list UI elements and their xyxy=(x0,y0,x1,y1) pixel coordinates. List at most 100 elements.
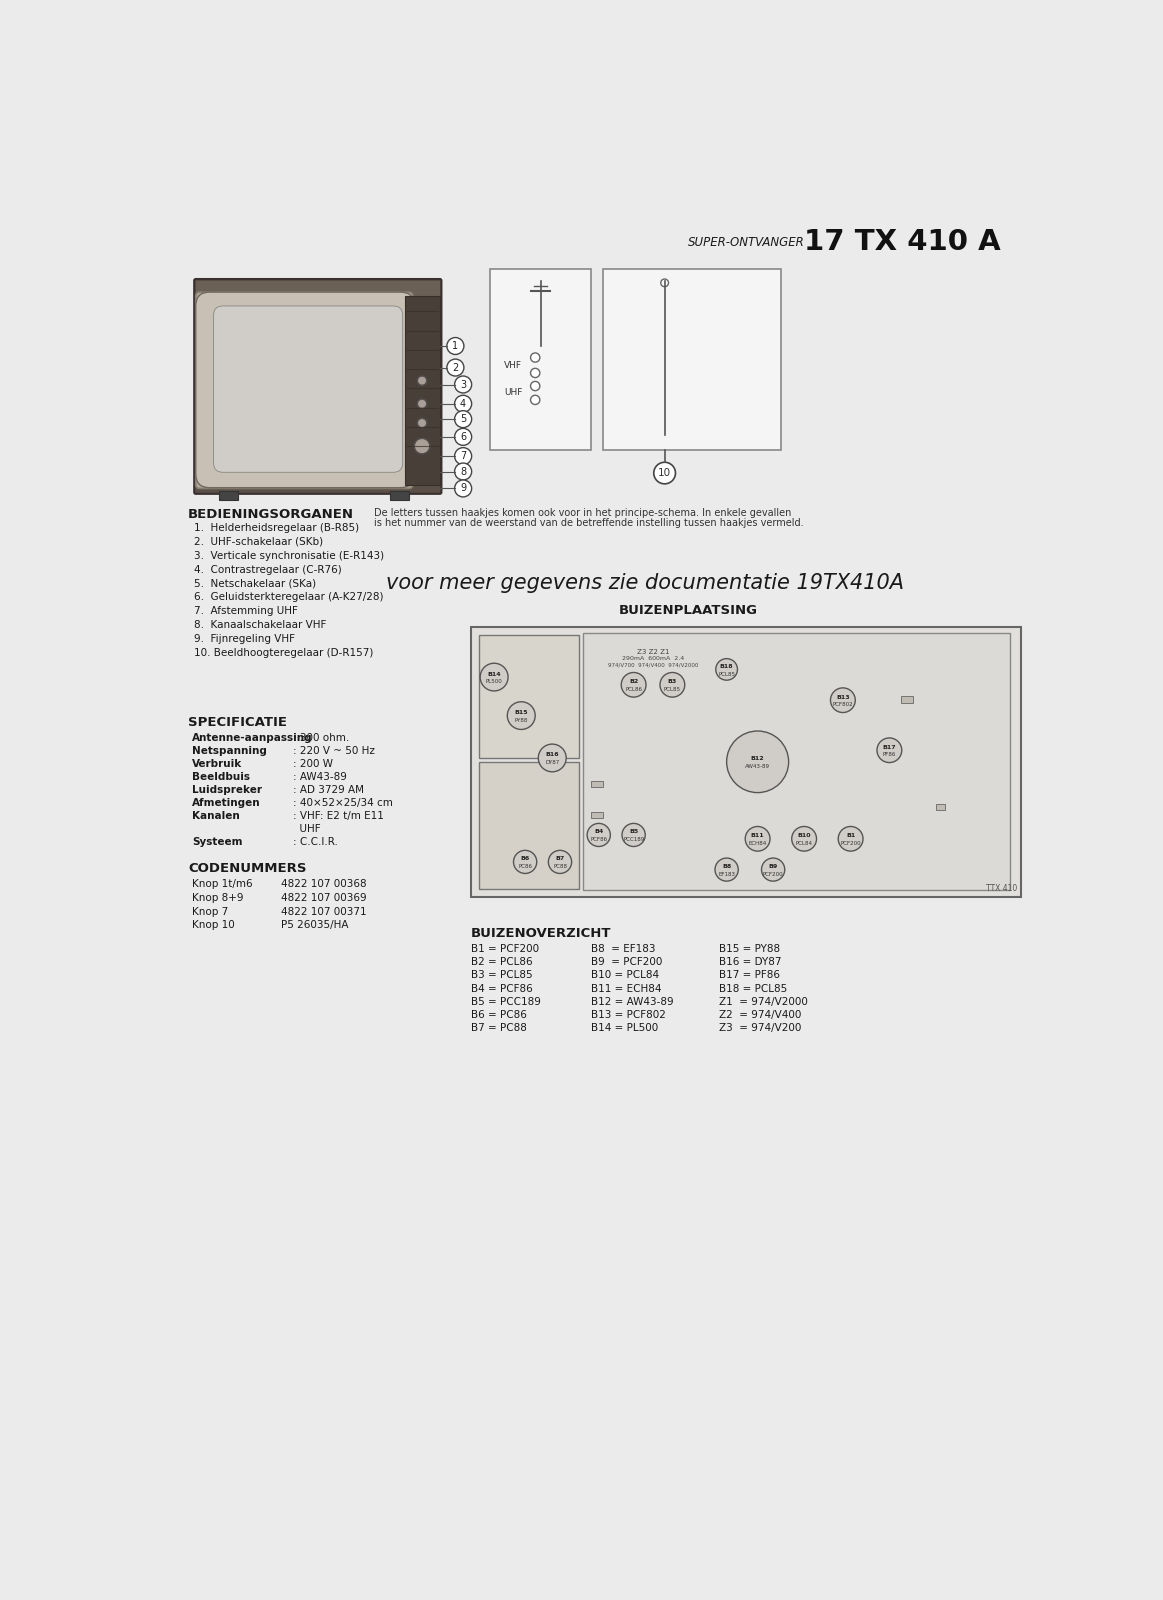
Text: Luidspreker: Luidspreker xyxy=(192,786,262,795)
Circle shape xyxy=(418,418,427,427)
Text: B17: B17 xyxy=(883,744,897,750)
Text: B15: B15 xyxy=(514,710,528,715)
Text: 8.  Kanaalschakelaar VHF: 8. Kanaalschakelaar VHF xyxy=(194,621,327,630)
Text: Z2  = 974/V400: Z2 = 974/V400 xyxy=(719,1010,801,1019)
Bar xyxy=(901,696,913,702)
Circle shape xyxy=(530,395,540,405)
Bar xyxy=(491,269,591,450)
Bar xyxy=(195,280,440,307)
Text: 5.  Netschakelaar (SKa): 5. Netschakelaar (SKa) xyxy=(194,579,316,589)
Bar xyxy=(471,627,1021,896)
Text: Knop 7: Knop 7 xyxy=(192,907,228,917)
Text: ECH84: ECH84 xyxy=(749,842,766,846)
Text: B17 = PF86: B17 = PF86 xyxy=(719,971,780,981)
Text: : C.C.I.R.: : C.C.I.R. xyxy=(293,837,337,848)
Circle shape xyxy=(549,850,572,874)
FancyBboxPatch shape xyxy=(194,278,442,494)
Text: B13: B13 xyxy=(836,694,850,699)
Text: B3 = PCL85: B3 = PCL85 xyxy=(471,971,533,981)
Text: 6: 6 xyxy=(461,432,466,442)
Text: PCL84: PCL84 xyxy=(795,842,813,846)
Circle shape xyxy=(792,827,816,851)
Circle shape xyxy=(587,824,611,846)
Text: TTX 410: TTX 410 xyxy=(986,883,1018,893)
Circle shape xyxy=(839,827,863,851)
Text: B15 = PY88: B15 = PY88 xyxy=(719,944,780,954)
Circle shape xyxy=(654,462,676,483)
FancyBboxPatch shape xyxy=(195,293,414,488)
Text: B10: B10 xyxy=(798,834,811,838)
Text: BUIZENPLAATSING: BUIZENPLAATSING xyxy=(619,603,757,618)
Text: : AD 3729 AM: : AD 3729 AM xyxy=(293,786,364,795)
Text: UHF: UHF xyxy=(293,824,320,834)
Text: B4: B4 xyxy=(594,829,604,834)
Circle shape xyxy=(762,858,785,882)
Text: B8: B8 xyxy=(722,864,732,869)
Text: 5: 5 xyxy=(461,414,466,424)
Bar xyxy=(591,811,602,818)
Text: : 200 W: : 200 W xyxy=(293,758,333,768)
Text: B2 = PCL86: B2 = PCL86 xyxy=(471,957,533,968)
Text: AW43-89: AW43-89 xyxy=(745,763,770,770)
Circle shape xyxy=(418,376,427,386)
Text: Z3 Z2 Z1: Z3 Z2 Z1 xyxy=(637,648,669,654)
Circle shape xyxy=(877,738,901,763)
Text: 6.  Geluidsterkteregelaar (A-K27/28): 6. Geluidsterkteregelaar (A-K27/28) xyxy=(194,592,384,603)
Text: B14 = PL500: B14 = PL500 xyxy=(591,1022,658,1034)
Circle shape xyxy=(538,744,566,771)
Text: VHF: VHF xyxy=(505,360,522,370)
Text: B11 = ECH84: B11 = ECH84 xyxy=(591,984,662,994)
Text: B5 = PCC189: B5 = PCC189 xyxy=(471,997,541,1006)
Text: PCC189: PCC189 xyxy=(623,837,644,842)
Text: B12: B12 xyxy=(751,757,764,762)
Text: 974/V700  974/V400  974/V2000: 974/V700 974/V400 974/V2000 xyxy=(608,662,698,667)
Text: B16 = DY87: B16 = DY87 xyxy=(719,957,782,968)
Text: : 220 V ~ 50 Hz: : 220 V ~ 50 Hz xyxy=(293,746,374,755)
Text: 4822 107 00369: 4822 107 00369 xyxy=(281,893,366,902)
Text: 2: 2 xyxy=(452,363,458,373)
Circle shape xyxy=(418,398,427,408)
Text: PCF200: PCF200 xyxy=(763,872,784,877)
Bar xyxy=(479,762,579,890)
Bar xyxy=(584,634,1009,890)
Text: PCF200: PCF200 xyxy=(841,842,861,846)
FancyBboxPatch shape xyxy=(214,306,402,472)
Text: CODENUMMERS: CODENUMMERS xyxy=(188,862,307,875)
Text: B7 = PC88: B7 = PC88 xyxy=(471,1022,527,1034)
Circle shape xyxy=(455,395,472,413)
Text: PCL86: PCL86 xyxy=(626,686,642,691)
Bar xyxy=(479,635,579,758)
Text: B2: B2 xyxy=(629,680,638,685)
Circle shape xyxy=(830,688,855,712)
Text: : AW43-89: : AW43-89 xyxy=(293,771,347,782)
Circle shape xyxy=(715,858,739,882)
Text: Knop 8+9: Knop 8+9 xyxy=(192,893,243,902)
Circle shape xyxy=(661,278,669,286)
Circle shape xyxy=(745,827,770,851)
Text: Afmetingen: Afmetingen xyxy=(192,798,261,808)
Bar xyxy=(390,491,409,499)
Text: 17 TX 410 A: 17 TX 410 A xyxy=(804,229,1000,256)
Circle shape xyxy=(455,376,472,394)
Text: B11: B11 xyxy=(751,834,764,838)
Text: 4: 4 xyxy=(461,398,466,408)
Bar xyxy=(936,805,946,810)
Text: 4822 107 00371: 4822 107 00371 xyxy=(281,907,366,917)
Text: Verbruik: Verbruik xyxy=(192,758,242,768)
Circle shape xyxy=(455,462,472,480)
Text: UHF: UHF xyxy=(505,387,522,397)
Text: B10 = PCL84: B10 = PCL84 xyxy=(591,971,659,981)
Circle shape xyxy=(447,338,464,355)
Text: 3.  Verticale synchronisatie (E-R143): 3. Verticale synchronisatie (E-R143) xyxy=(194,550,384,562)
Text: Knop 10: Knop 10 xyxy=(192,920,235,931)
Text: BEDIENINGSORGANEN: BEDIENINGSORGANEN xyxy=(188,507,354,520)
Circle shape xyxy=(414,438,430,454)
Text: De letters tussen haakjes komen ook voor in het principe-schema. In enkele geval: De letters tussen haakjes komen ook voor… xyxy=(374,507,791,518)
Text: 9.  Fijnregeling VHF: 9. Fijnregeling VHF xyxy=(194,634,295,643)
Text: B13 = PCF802: B13 = PCF802 xyxy=(591,1010,666,1019)
Circle shape xyxy=(480,664,508,691)
Text: 10: 10 xyxy=(658,469,671,478)
Text: PCL85: PCL85 xyxy=(718,672,735,677)
Text: Kanalen: Kanalen xyxy=(192,811,240,821)
Text: B1: B1 xyxy=(846,834,855,838)
